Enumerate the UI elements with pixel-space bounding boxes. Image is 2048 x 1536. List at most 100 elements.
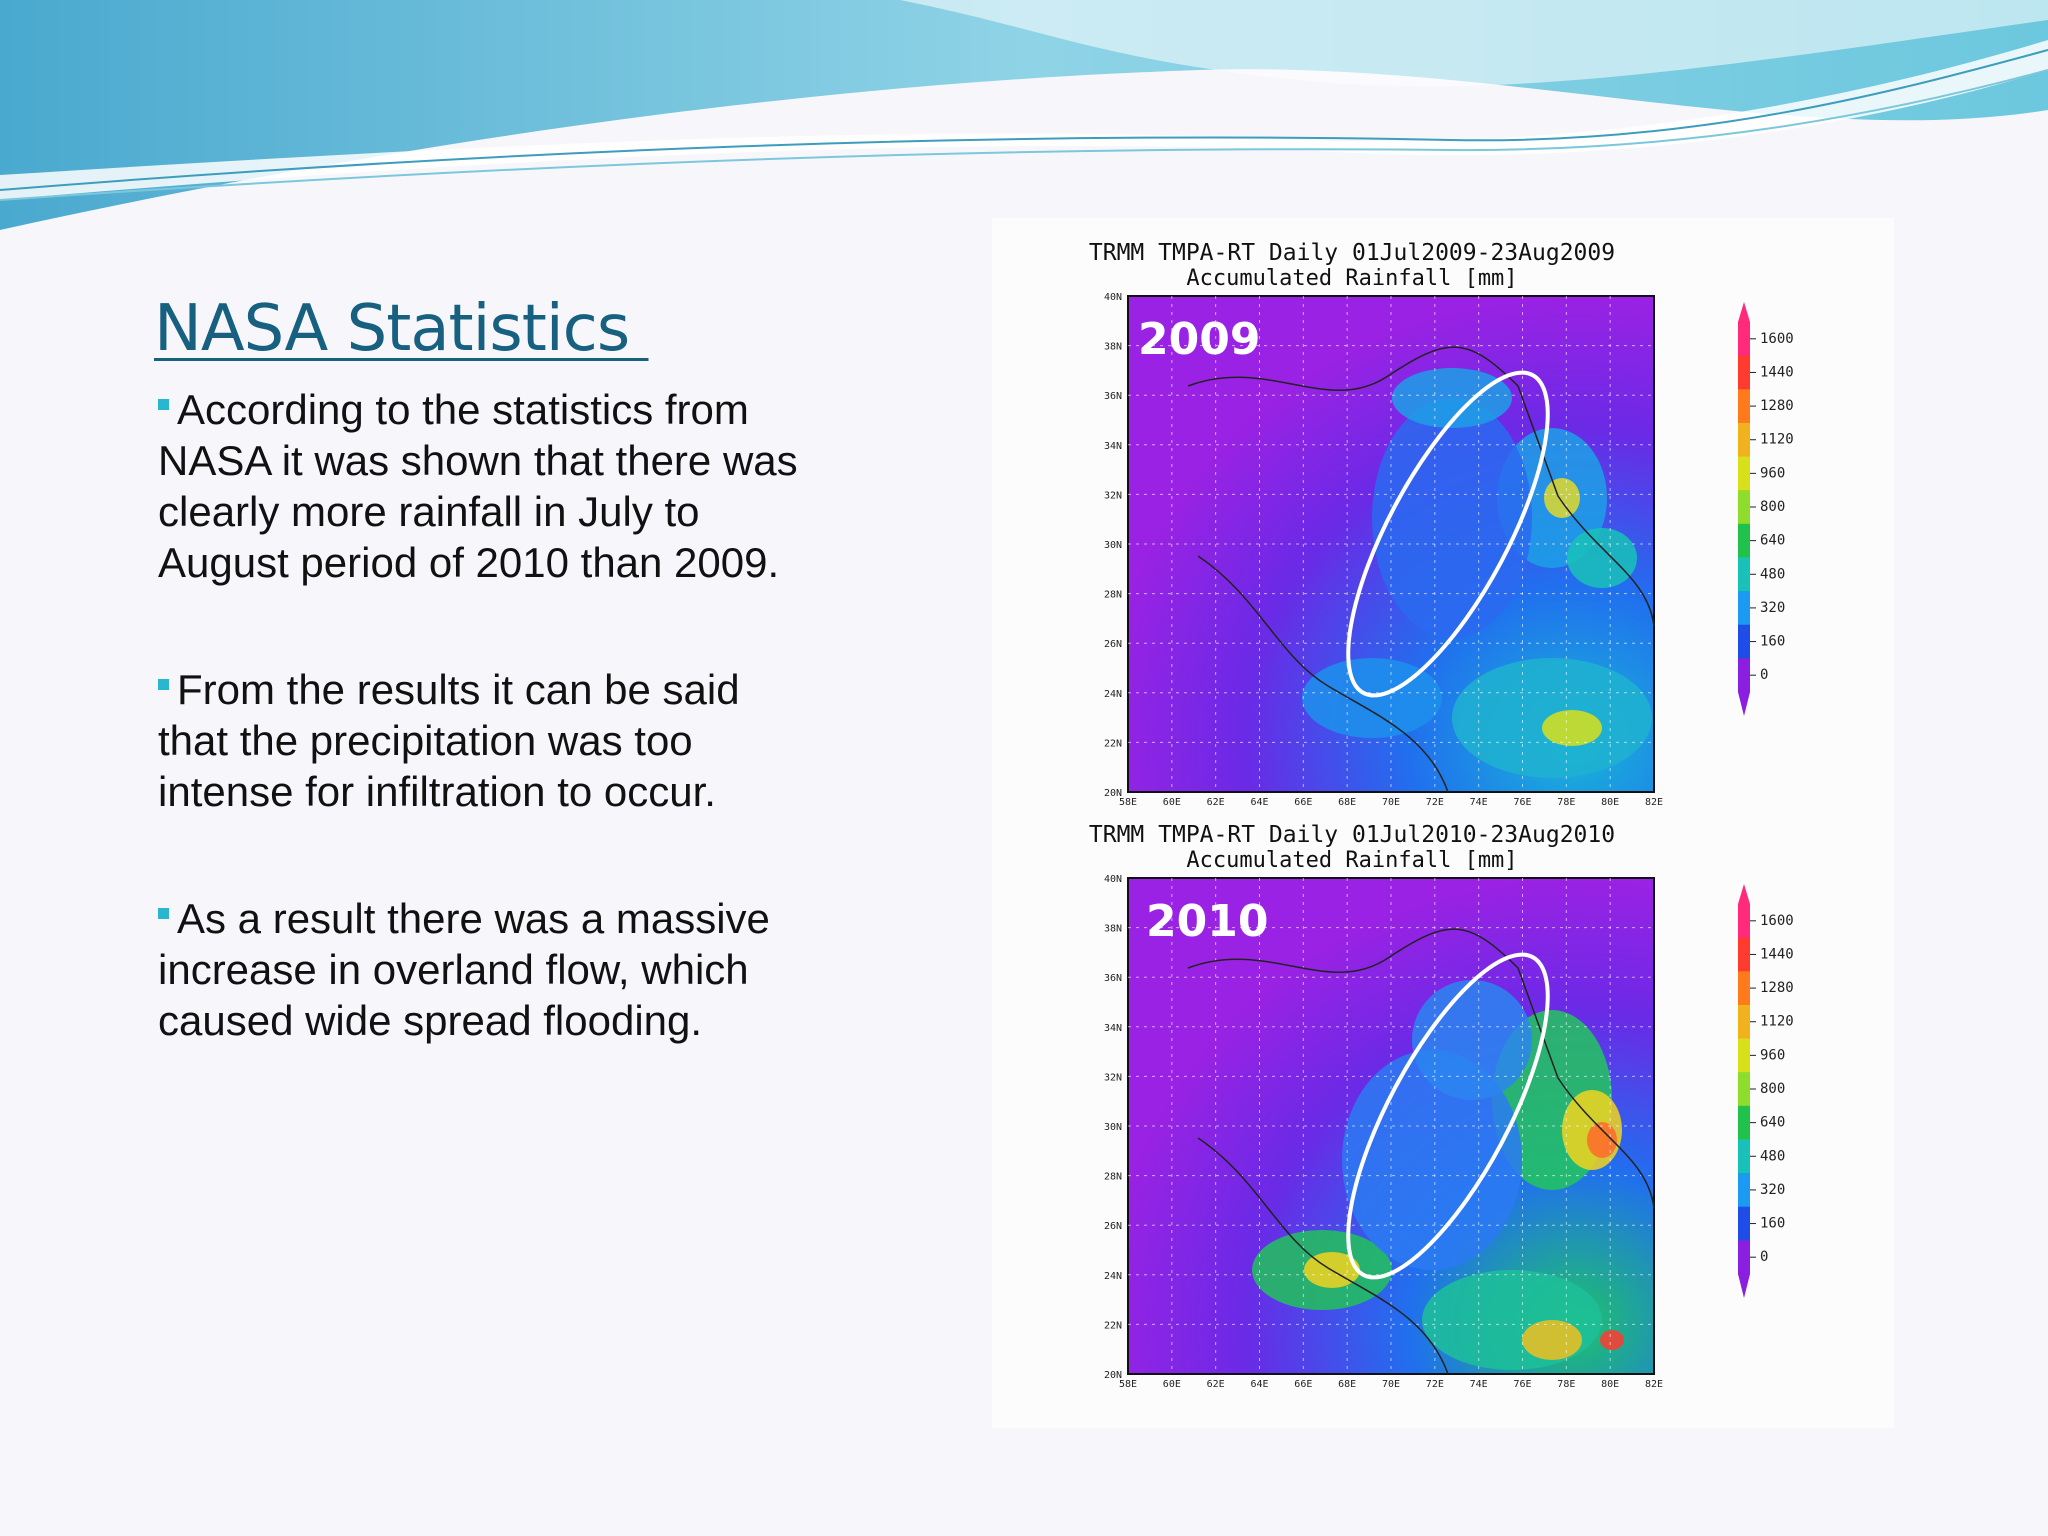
map-year-label: 2009 [1138, 314, 1261, 365]
longitude-tick-label: 62E [1207, 797, 1225, 808]
colorbar-tick-label: 160 [1760, 634, 1785, 650]
colorbar-segment [1738, 1240, 1750, 1275]
latitude-tick-label: 38N [1104, 342, 1122, 353]
longitude-tick-label: 66E [1294, 797, 1312, 808]
latitude-tick-label: 24N [1104, 1271, 1122, 1282]
latitude-tick-label: 40N [1104, 874, 1122, 885]
colorbar-tick-label: 480 [1760, 1148, 1785, 1164]
colorbar-tick-label: 640 [1760, 533, 1785, 549]
colorbar-tick-label: 1120 [1760, 432, 1794, 448]
colorbar-segment [1738, 624, 1750, 659]
bullet-item: As a result there was a massive increase… [158, 893, 798, 1046]
map-title: TRMM TMPA-RT Daily 01Jul2010-23Aug2010 A… [992, 822, 1712, 873]
map-title-line1: TRMM TMPA-RT Daily 01Jul2010-23Aug2010 [1088, 822, 1616, 848]
latitude-tick-label: 32N [1104, 490, 1122, 501]
latitude-tick-label: 30N [1104, 540, 1122, 551]
colorbar-segment [1738, 355, 1750, 390]
latitude-tick-label: 26N [1104, 639, 1122, 650]
colorbar-segment [1738, 971, 1750, 1006]
latitude-tick-label: 34N [1104, 1023, 1122, 1034]
longitude-tick-label: 68E [1338, 1379, 1356, 1390]
longitude-tick-label: 74E [1470, 797, 1488, 808]
longitude-tick-label: 80E [1601, 797, 1619, 808]
bullet-square-icon [158, 399, 169, 411]
longitude-tick-label: 78E [1557, 1379, 1575, 1390]
colorbar-segment [1738, 1004, 1750, 1040]
colorbar-segment [1738, 389, 1750, 424]
colorbar-segment [1738, 1038, 1750, 1073]
latitude-tick-label: 20N [1104, 1370, 1122, 1381]
map-year-label: 2010 [1146, 896, 1269, 947]
latitude-tick-label: 26N [1104, 1221, 1122, 1232]
longitude-tick-label: 68E [1338, 797, 1356, 808]
colorbar-tick-label: 960 [1760, 465, 1785, 481]
colorbar-segment [1738, 322, 1750, 357]
colorbar-tick-label: 1120 [1760, 1014, 1794, 1030]
colorbar-segment [1738, 1139, 1750, 1174]
colorbar-tick-label: 1440 [1760, 946, 1794, 962]
latitude-tick-label: 34N [1104, 441, 1122, 452]
colorbar-tick-label: 800 [1760, 499, 1785, 515]
map-panel-2010: TRMM TMPA-RT Daily 01Jul2010-23Aug2010 A… [992, 800, 1894, 1390]
colorbar-tick-label: 320 [1760, 1182, 1785, 1198]
latitude-tick-label: 22N [1104, 738, 1122, 749]
bullet-text: According to the statistics from NASA it… [158, 386, 798, 586]
colorbar-segment [1738, 557, 1750, 592]
colorbar-tick-label: 800 [1760, 1081, 1785, 1097]
longitude-tick-label: 72E [1426, 1379, 1444, 1390]
longitude-tick-label: 60E [1163, 797, 1181, 808]
bullet-square-icon [158, 679, 169, 691]
longitude-tick-label: 60E [1163, 1379, 1181, 1390]
colorbar-segment [1738, 1072, 1750, 1107]
colorbar-segment [1738, 658, 1750, 693]
latitude-tick-label: 38N [1104, 924, 1122, 935]
longitude-tick-label: 76E [1513, 1379, 1531, 1390]
latitude-tick-label: 36N [1104, 973, 1122, 984]
map-title-line2: Accumulated Rainfall [mm] [1186, 848, 1518, 873]
latitude-tick-label: 36N [1104, 391, 1122, 402]
colorbar-tick-label: 160 [1760, 1216, 1785, 1232]
colorbar-segment [1738, 422, 1750, 458]
colorbar-segment [1738, 904, 1750, 939]
map-title-line1: TRMM TMPA-RT Daily 01Jul2009-23Aug2009 [1088, 240, 1616, 266]
latitude-tick-label: 24N [1104, 689, 1122, 700]
colorbar-tick-label: 640 [1760, 1115, 1785, 1131]
colorbar-tick-label: 1280 [1760, 398, 1794, 414]
longitude-tick-label: 58E [1119, 1379, 1137, 1390]
bullet-list: According to the statistics from NASA it… [158, 384, 798, 1122]
longitude-tick-label: 82E [1645, 1379, 1663, 1390]
longitude-tick-label: 62E [1207, 1379, 1225, 1390]
bullet-text: As a result there was a massive increase… [158, 895, 770, 1044]
latitude-tick-label: 32N [1104, 1072, 1122, 1083]
colorbar-segment [1738, 1105, 1750, 1140]
rainfall-maps-figure: TRMM TMPA-RT Daily 01Jul2009-23Aug2009 A… [992, 218, 1894, 1428]
colorbar-segment [1738, 937, 1750, 972]
bullet-item: From the results it can be said that the… [158, 664, 798, 817]
longitude-tick-label: 76E [1513, 797, 1531, 808]
latitude-tick-label: 20N [1104, 788, 1122, 799]
slide-title: NASA Statistics [154, 292, 649, 366]
bullet-item: According to the statistics from NASA it… [158, 384, 798, 588]
colorbar-tick-label: 320 [1760, 600, 1785, 616]
latitude-tick-label: 30N [1104, 1122, 1122, 1133]
colorbar-tick-label: 1280 [1760, 980, 1794, 996]
longitude-tick-label: 78E [1557, 797, 1575, 808]
bullet-text: From the results it can be said that the… [158, 666, 740, 815]
colorbar-tick-label: 480 [1760, 566, 1785, 582]
map-title-line2: Accumulated Rainfall [mm] [1186, 266, 1518, 291]
rainfall-map-image: 40N 38N 36N 34N 32N 30N 28N 26N 24N 22N 20N 58E 60E 6… [992, 800, 1894, 1395]
longitude-tick-label: 64E [1250, 797, 1268, 808]
header-wave-decoration [0, 0, 2048, 230]
longitude-tick-label: 58E [1119, 797, 1137, 808]
longitude-tick-label: 70E [1382, 1379, 1400, 1390]
latitude-tick-label: 22N [1104, 1320, 1122, 1331]
colorbar-tick-label: 1600 [1760, 913, 1794, 929]
map-panel-2009: TRMM TMPA-RT Daily 01Jul2009-23Aug2009 A… [992, 218, 1894, 808]
colorbar-segment [1738, 523, 1750, 558]
latitude-tick-label: 28N [1104, 1172, 1122, 1183]
longitude-tick-label: 70E [1382, 797, 1400, 808]
colorbar-tick-label: 960 [1760, 1047, 1785, 1063]
longitude-tick-label: 64E [1250, 1379, 1268, 1390]
